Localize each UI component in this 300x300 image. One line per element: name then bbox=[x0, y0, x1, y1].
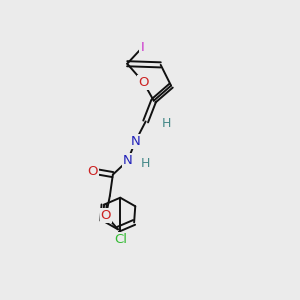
Text: H: H bbox=[162, 117, 171, 130]
Text: Cl: Cl bbox=[114, 233, 127, 246]
Text: H: H bbox=[141, 157, 150, 170]
Text: N: N bbox=[123, 154, 133, 167]
Text: O: O bbox=[101, 209, 111, 222]
Text: N: N bbox=[130, 135, 140, 148]
Text: O: O bbox=[88, 165, 98, 178]
Text: O: O bbox=[138, 76, 148, 89]
Text: I: I bbox=[140, 41, 144, 54]
